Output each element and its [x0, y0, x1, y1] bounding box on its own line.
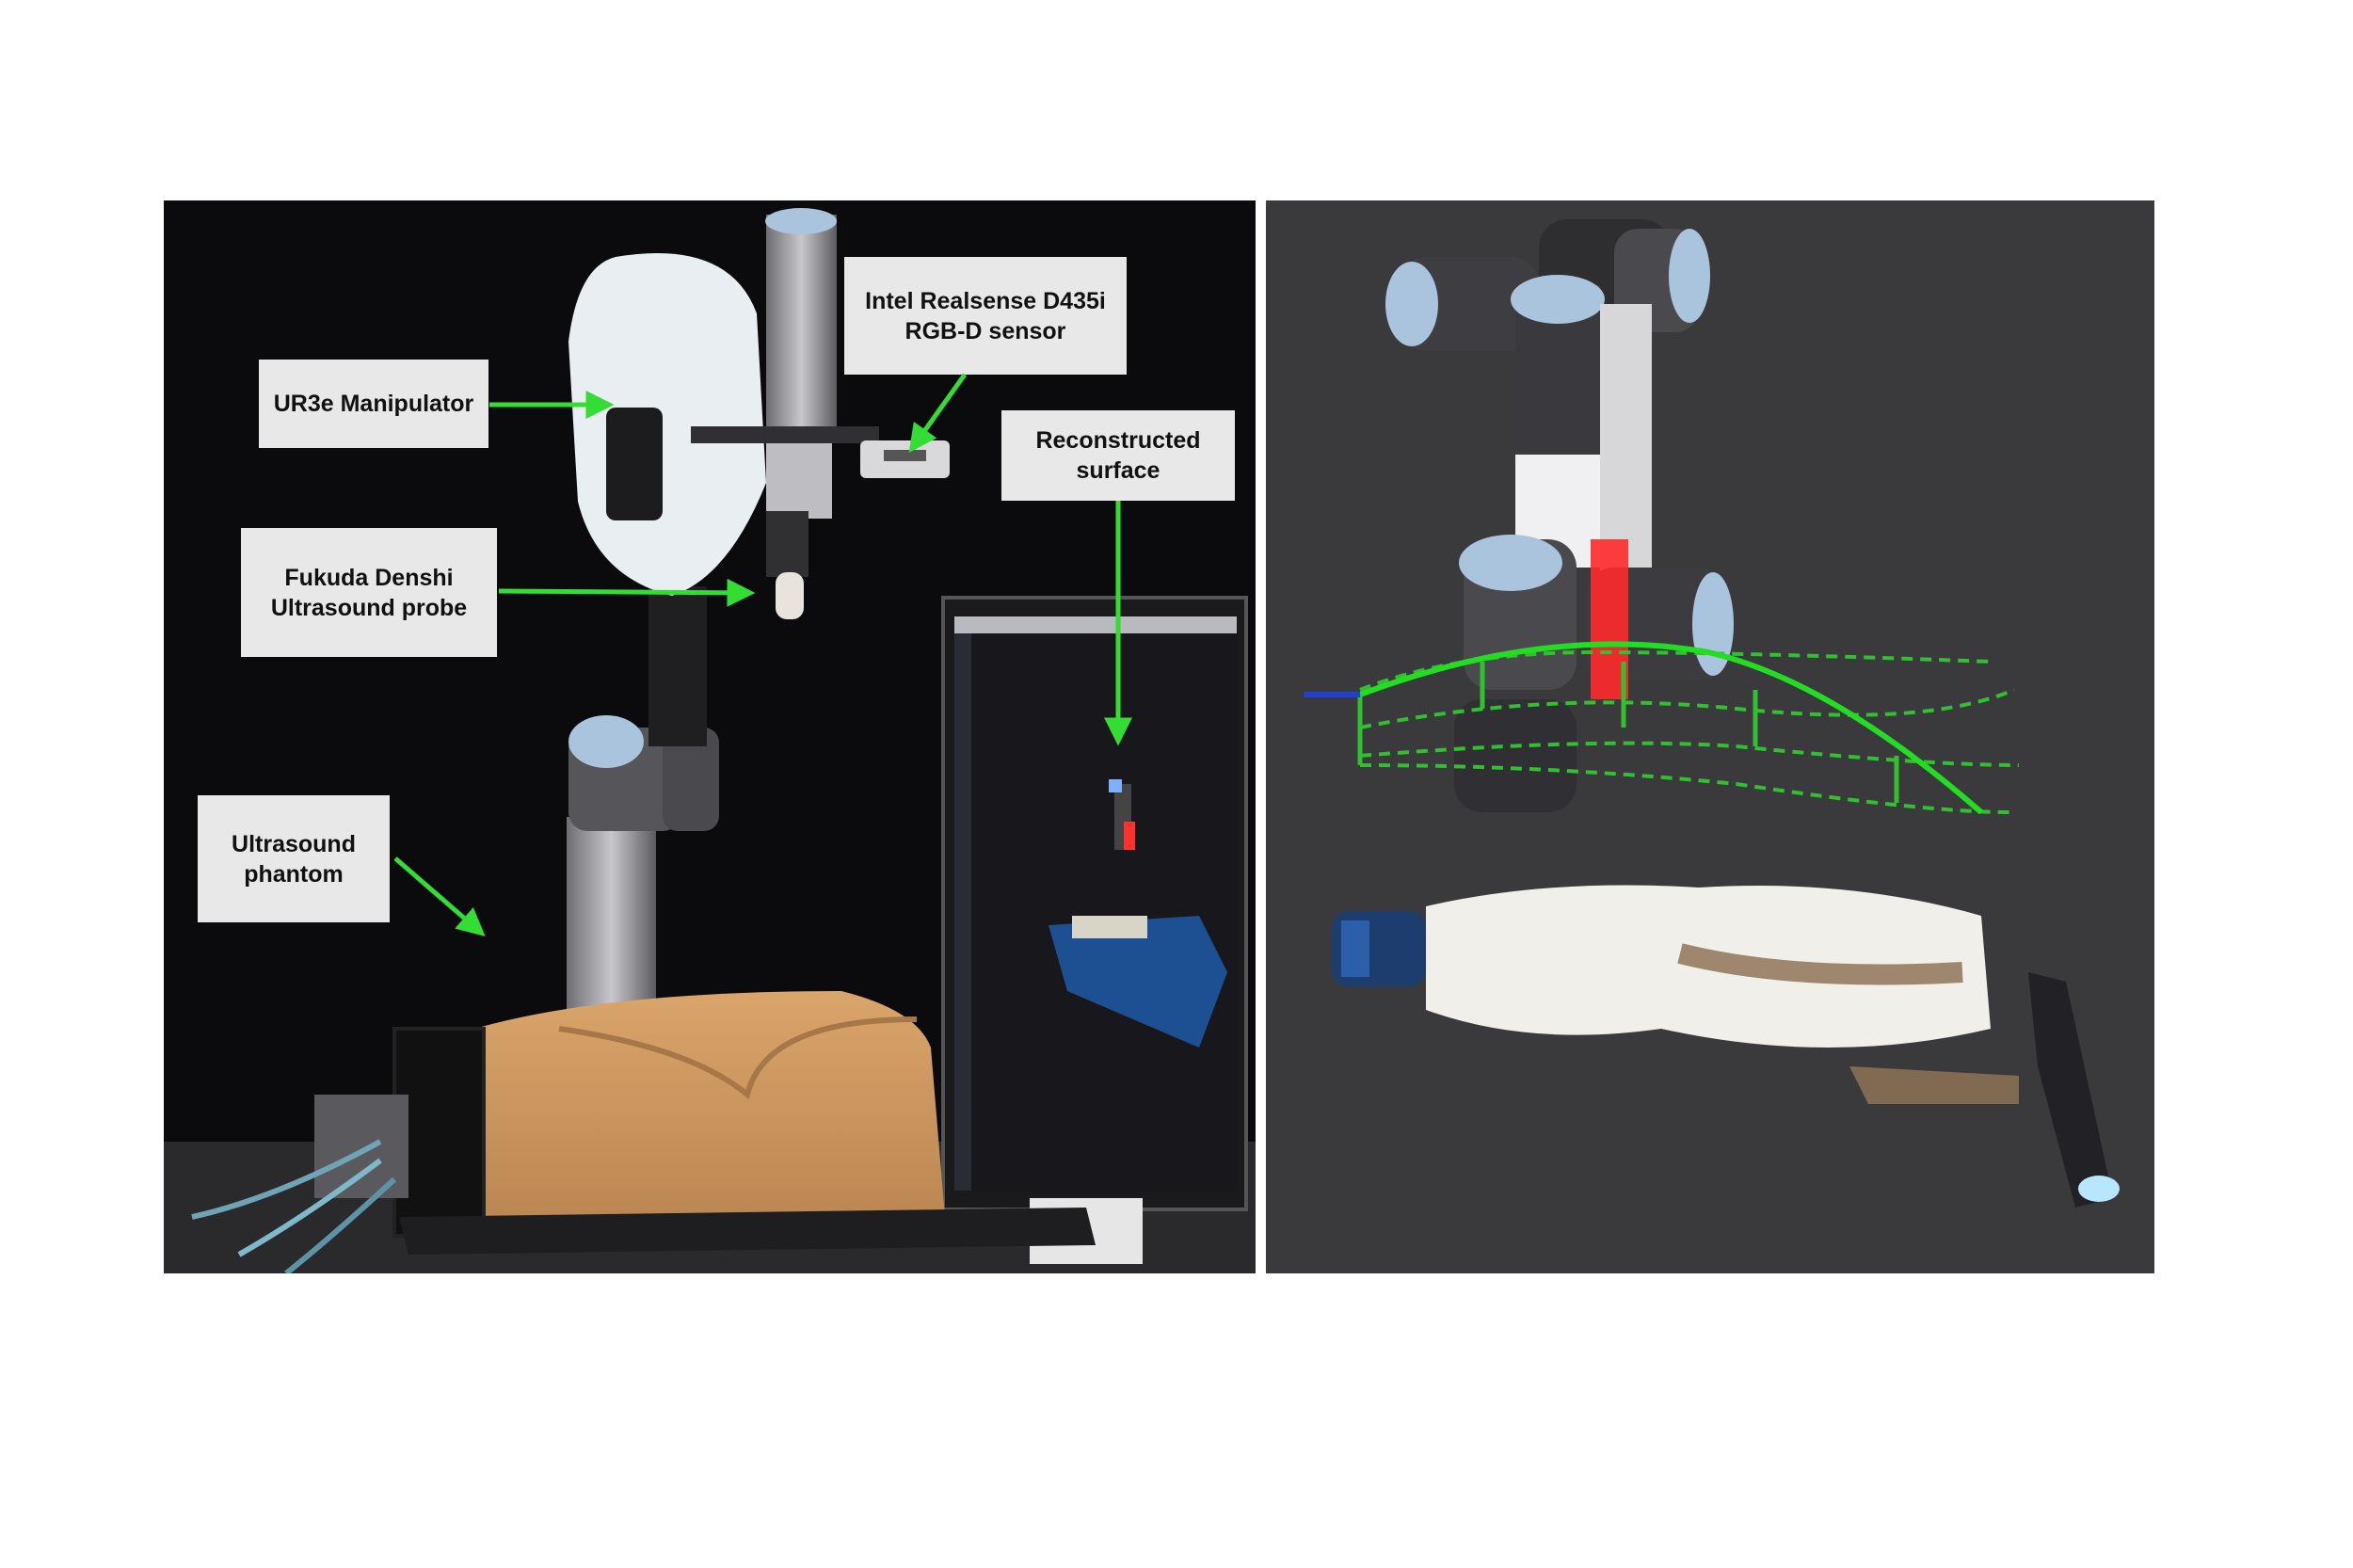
reconstruction-illustration: [1266, 200, 2154, 1273]
scan-trajectory: [1304, 641, 2020, 815]
reconstruction-render: [1266, 200, 2154, 1273]
callout-ur3e: UR3e Manipulator: [259, 360, 488, 448]
callout-reconstructed: Reconstructed surface: [1001, 410, 1235, 501]
monitor: [941, 596, 1248, 1211]
ultrasound-phantom: [191, 991, 1096, 1273]
setup-photo: [164, 200, 1256, 1273]
callout-probe: Fukuda Denshi Ultrasound probe: [241, 528, 497, 657]
rendered-robot: [1385, 219, 1734, 812]
callout-phantom: Ultrasound phantom: [198, 795, 390, 922]
reconstructed-phantom: [1332, 885, 2120, 1208]
callout-realsense: Intel Realsense D435i RGB-D sensor: [844, 257, 1127, 375]
